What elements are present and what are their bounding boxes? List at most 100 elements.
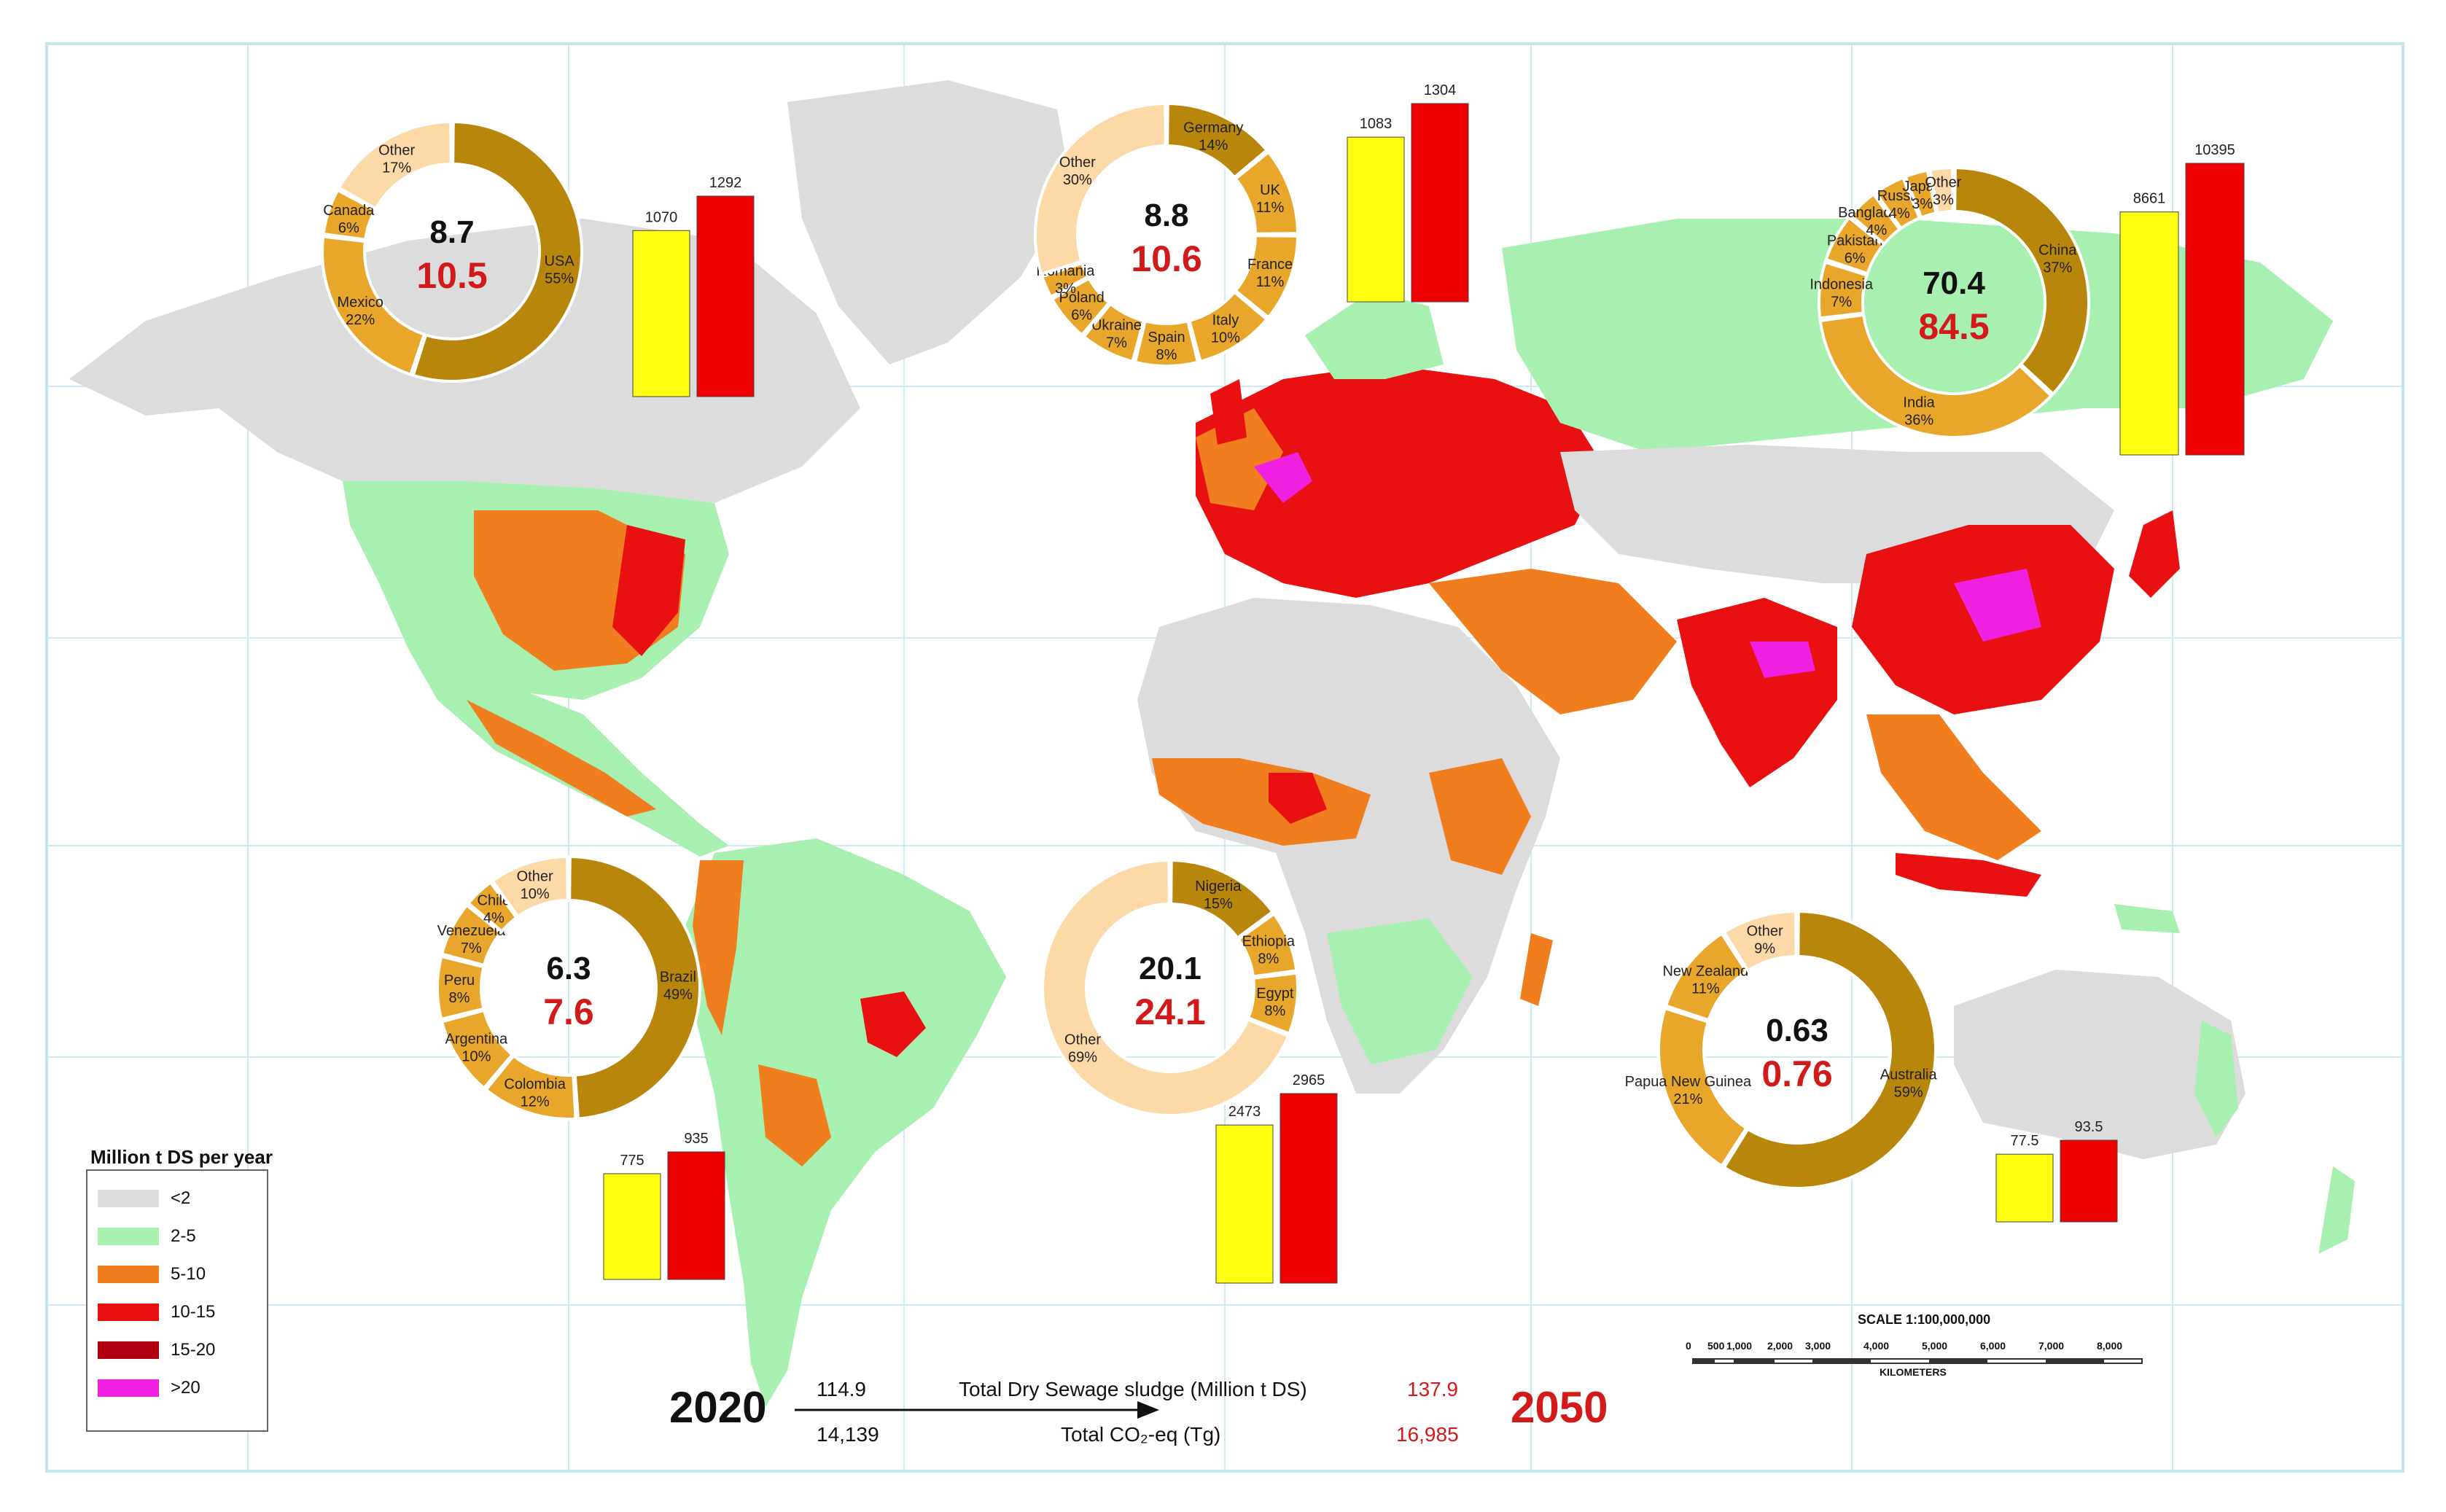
donut-slice-brazil	[568, 854, 701, 1121]
australia	[1954, 970, 2246, 1159]
sludge-2050: 137.9	[1407, 1378, 1459, 1400]
donut-slice-other	[337, 120, 453, 211]
slice-label-pct: 7%	[461, 940, 482, 956]
donut-slice-other	[1041, 858, 1290, 1117]
scale-tick-label: 2,000	[1767, 1340, 1793, 1352]
donut-slice-uk	[1233, 149, 1300, 235]
slice-label-name: Mexico	[338, 295, 383, 311]
slice-label-name: Peru	[444, 973, 475, 989]
scale-bar	[1692, 1358, 2143, 1364]
slice-label-name: Brazil	[660, 969, 696, 985]
slice-label-name: Other	[1059, 155, 1096, 171]
legend-item-gt20: >20	[98, 1375, 200, 1401]
legend-swatch	[98, 1190, 159, 1207]
donut-slice-spain	[1133, 319, 1200, 367]
slice-label-name: Ukraine	[1091, 318, 1142, 334]
europe-magenta	[1254, 452, 1312, 503]
bar-2020	[1995, 1153, 2054, 1223]
donut-slice-italy	[1188, 289, 1269, 364]
brazil-hotspot	[860, 991, 926, 1057]
legend-label: 5-10	[171, 1264, 206, 1284]
legend-item-2-5: 2-5	[98, 1223, 196, 1250]
scale-tick-label: 500	[1707, 1340, 1725, 1352]
nigeria-hotspot	[1269, 773, 1327, 824]
slice-label-pct: 10%	[461, 1048, 491, 1064]
legend: Million t DS per year <2 2-5 5-10 10-15 …	[86, 1146, 273, 1432]
slice-label-pct: 6%	[338, 220, 359, 236]
slice-label-name: Spain	[1148, 330, 1185, 346]
legend-item-5-10: 5-10	[98, 1261, 206, 1287]
bar-value-label: 77.5	[2011, 1133, 2039, 1149]
scale-title: SCALE 1:100,000,000	[1858, 1312, 1991, 1327]
slice-label-name: Ethiopia	[1242, 934, 1296, 950]
bar-value-label: 10395	[2194, 142, 2235, 158]
bar-2020	[2119, 211, 2179, 456]
uk	[1210, 379, 1247, 445]
donut-slice-china	[1953, 165, 2090, 397]
southern-africa	[1327, 919, 1473, 1064]
bar-value-label: 1083	[1360, 116, 1393, 132]
donut-value-2020: 20.1	[1139, 951, 1201, 986]
legend-label: >20	[171, 1378, 200, 1398]
legend-title: Million t DS per year	[90, 1146, 273, 1168]
donut-europe: Germany14%UK11%France11%Italy10%Spain8%U…	[1033, 101, 1300, 367]
slice-label-name: Nigeria	[1195, 878, 1242, 895]
slice-label-pct: 3%	[1055, 281, 1076, 297]
continent-africa	[1137, 598, 1560, 1094]
south-america-land	[685, 838, 1006, 1407]
slice-label-name: Australia	[1880, 1067, 1938, 1083]
bars-north-america: 1070 1292	[632, 175, 755, 397]
slice-label-name: Chile	[478, 893, 511, 909]
timeline-arrowhead	[1137, 1401, 1159, 1419]
bar-2020	[1215, 1124, 1274, 1284]
continent-europe	[1196, 292, 1604, 598]
slice-label-pct: 7%	[1831, 294, 1852, 310]
slice-label-name: Colombia	[504, 1077, 566, 1093]
donut-value-2020: 70.4	[1923, 265, 1985, 301]
bar-value-label: 93.5	[2075, 1119, 2103, 1135]
slice-label-pct: 10%	[521, 886, 550, 902]
bar-2050	[667, 1151, 725, 1280]
donut-value-2050: 10.6	[1131, 238, 1201, 279]
slice-label-name: Germany	[1183, 120, 1243, 136]
donut-slice-peru	[436, 954, 486, 1021]
donut-africa: Nigeria15%Ethiopia8%Egypt8%Other69%20.12…	[1041, 858, 1299, 1117]
slice-label-pct: 69%	[1068, 1050, 1097, 1066]
madagascar	[1520, 933, 1553, 1006]
bar-2050	[1411, 103, 1469, 303]
year-start: 2020	[669, 1383, 767, 1432]
bar-2050	[696, 195, 755, 397]
slice-label-pct: 37%	[2043, 260, 2072, 276]
donut-value-2020: 8.7	[429, 214, 474, 250]
slice-label-name: New Zealand	[1662, 964, 1748, 980]
legend-item-15-20: 15-20	[98, 1337, 215, 1363]
new-zealand	[2318, 1166, 2355, 1254]
slice-label-pct: 8%	[1156, 347, 1177, 363]
donut-value-2050: 10.5	[416, 255, 487, 296]
slice-label-pct: 21%	[1673, 1091, 1702, 1107]
slice-label-pct: 17%	[382, 160, 411, 176]
scale-tick-label: 7,000	[2038, 1340, 2065, 1352]
bars-oceania: 77.5 93.5	[1995, 1119, 2118, 1223]
china-magenta	[1954, 569, 2041, 642]
legend-item-10-15: 10-15	[98, 1299, 215, 1325]
scandinavia	[1305, 292, 1444, 379]
bar-2050	[2060, 1139, 2118, 1223]
mexico-hotspots	[467, 700, 656, 817]
scale-tick-label: 0	[1686, 1340, 1691, 1352]
legend-label: 15-20	[171, 1340, 216, 1360]
year-end: 2050	[1511, 1383, 1608, 1432]
slice-label-pct: 59%	[1894, 1084, 1923, 1100]
bar-value-label: 1304	[1424, 82, 1457, 98]
bar-2020	[603, 1173, 661, 1280]
legend-swatch	[98, 1228, 159, 1245]
andes-orange	[693, 860, 744, 1035]
legend-swatch	[98, 1379, 159, 1397]
bar-value-label: 1070	[645, 209, 678, 225]
donut-slice-other	[490, 854, 569, 919]
scale-tick-label: 8,000	[2097, 1340, 2123, 1352]
slice-label-pct: 9%	[1754, 940, 1775, 956]
slice-label-pct: 3%	[1933, 192, 1954, 209]
slice-label-pct: 22%	[346, 312, 375, 328]
